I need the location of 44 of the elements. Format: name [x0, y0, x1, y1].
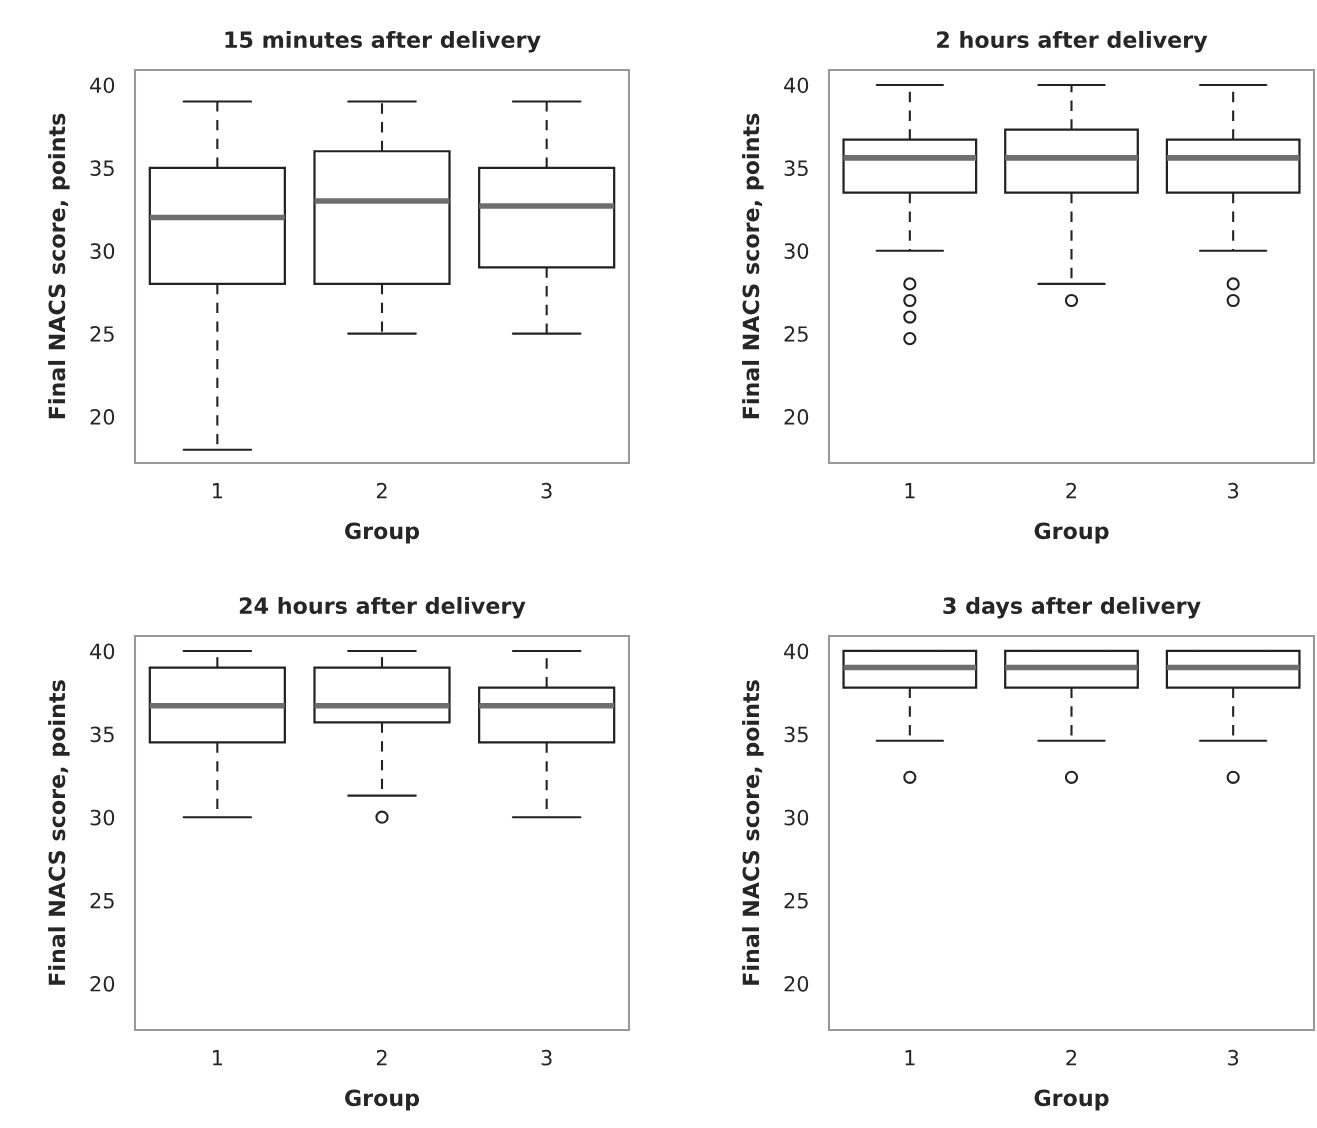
x-tick-label: 3 [541, 482, 552, 499]
y-tick-label: 20 [90, 975, 115, 992]
y-tick-label: 20 [784, 975, 809, 992]
x-tick-label: 2 [376, 482, 387, 499]
x-tick-label: 1 [212, 1050, 223, 1066]
y-tick-label: 30 [90, 809, 115, 826]
y-tick-label: 20 [90, 409, 115, 425]
y-tick-label: 25 [784, 892, 808, 909]
y-axis-title: Final NACS score, points [48, 113, 70, 419]
x-axis-title: Group [345, 1089, 420, 1111]
y-tick-label: 35 [784, 726, 808, 743]
x-tick-label: 2 [1066, 482, 1077, 499]
y-tick-label: 35 [784, 160, 808, 177]
x-tick-label: 1 [905, 1050, 915, 1066]
y-tick-label: 40 [784, 77, 809, 94]
x-tick-label: 3 [541, 1049, 552, 1066]
y-axis-title: Final NACS score, points [48, 680, 70, 985]
y-tick-label: 40 [90, 77, 115, 94]
y-tick-label: 30 [90, 243, 115, 259]
y-tick-label: 35 [90, 160, 114, 177]
chart-title: 24 hours after delivery [239, 596, 526, 619]
y-axis-title: Final NACS score, points [742, 113, 764, 419]
x-axis-title: Group [1034, 1089, 1109, 1111]
x-tick-label: 2 [376, 1049, 387, 1066]
x-tick-label: 3 [1228, 1049, 1239, 1066]
chart-title: 15 minutes after delivery [225, 30, 541, 53]
x-tick-label: 3 [1228, 482, 1239, 499]
x-axis-title: Group [345, 522, 420, 544]
x-tick-label: 2 [1066, 1049, 1077, 1066]
y-tick-label: 40 [784, 643, 809, 660]
x-axis-title: Group [1034, 522, 1109, 544]
y-tick-label: 25 [784, 326, 808, 342]
x-tick-label: 1 [212, 483, 223, 499]
y-tick-label: 35 [90, 726, 114, 743]
x-tick-label: 1 [905, 483, 915, 499]
y-tick-label: 30 [784, 809, 809, 826]
chart-title: 2 hours after delivery [937, 30, 1208, 53]
y-tick-label: 25 [90, 326, 114, 342]
y-tick-label: 40 [90, 643, 115, 660]
y-tick-label: 20 [784, 409, 809, 425]
y-tick-label: 30 [784, 243, 809, 259]
y-axis-title: Final NACS score, points [742, 680, 764, 985]
chart-title: 3 days after delivery [943, 596, 1201, 619]
y-tick-label: 25 [90, 892, 114, 909]
